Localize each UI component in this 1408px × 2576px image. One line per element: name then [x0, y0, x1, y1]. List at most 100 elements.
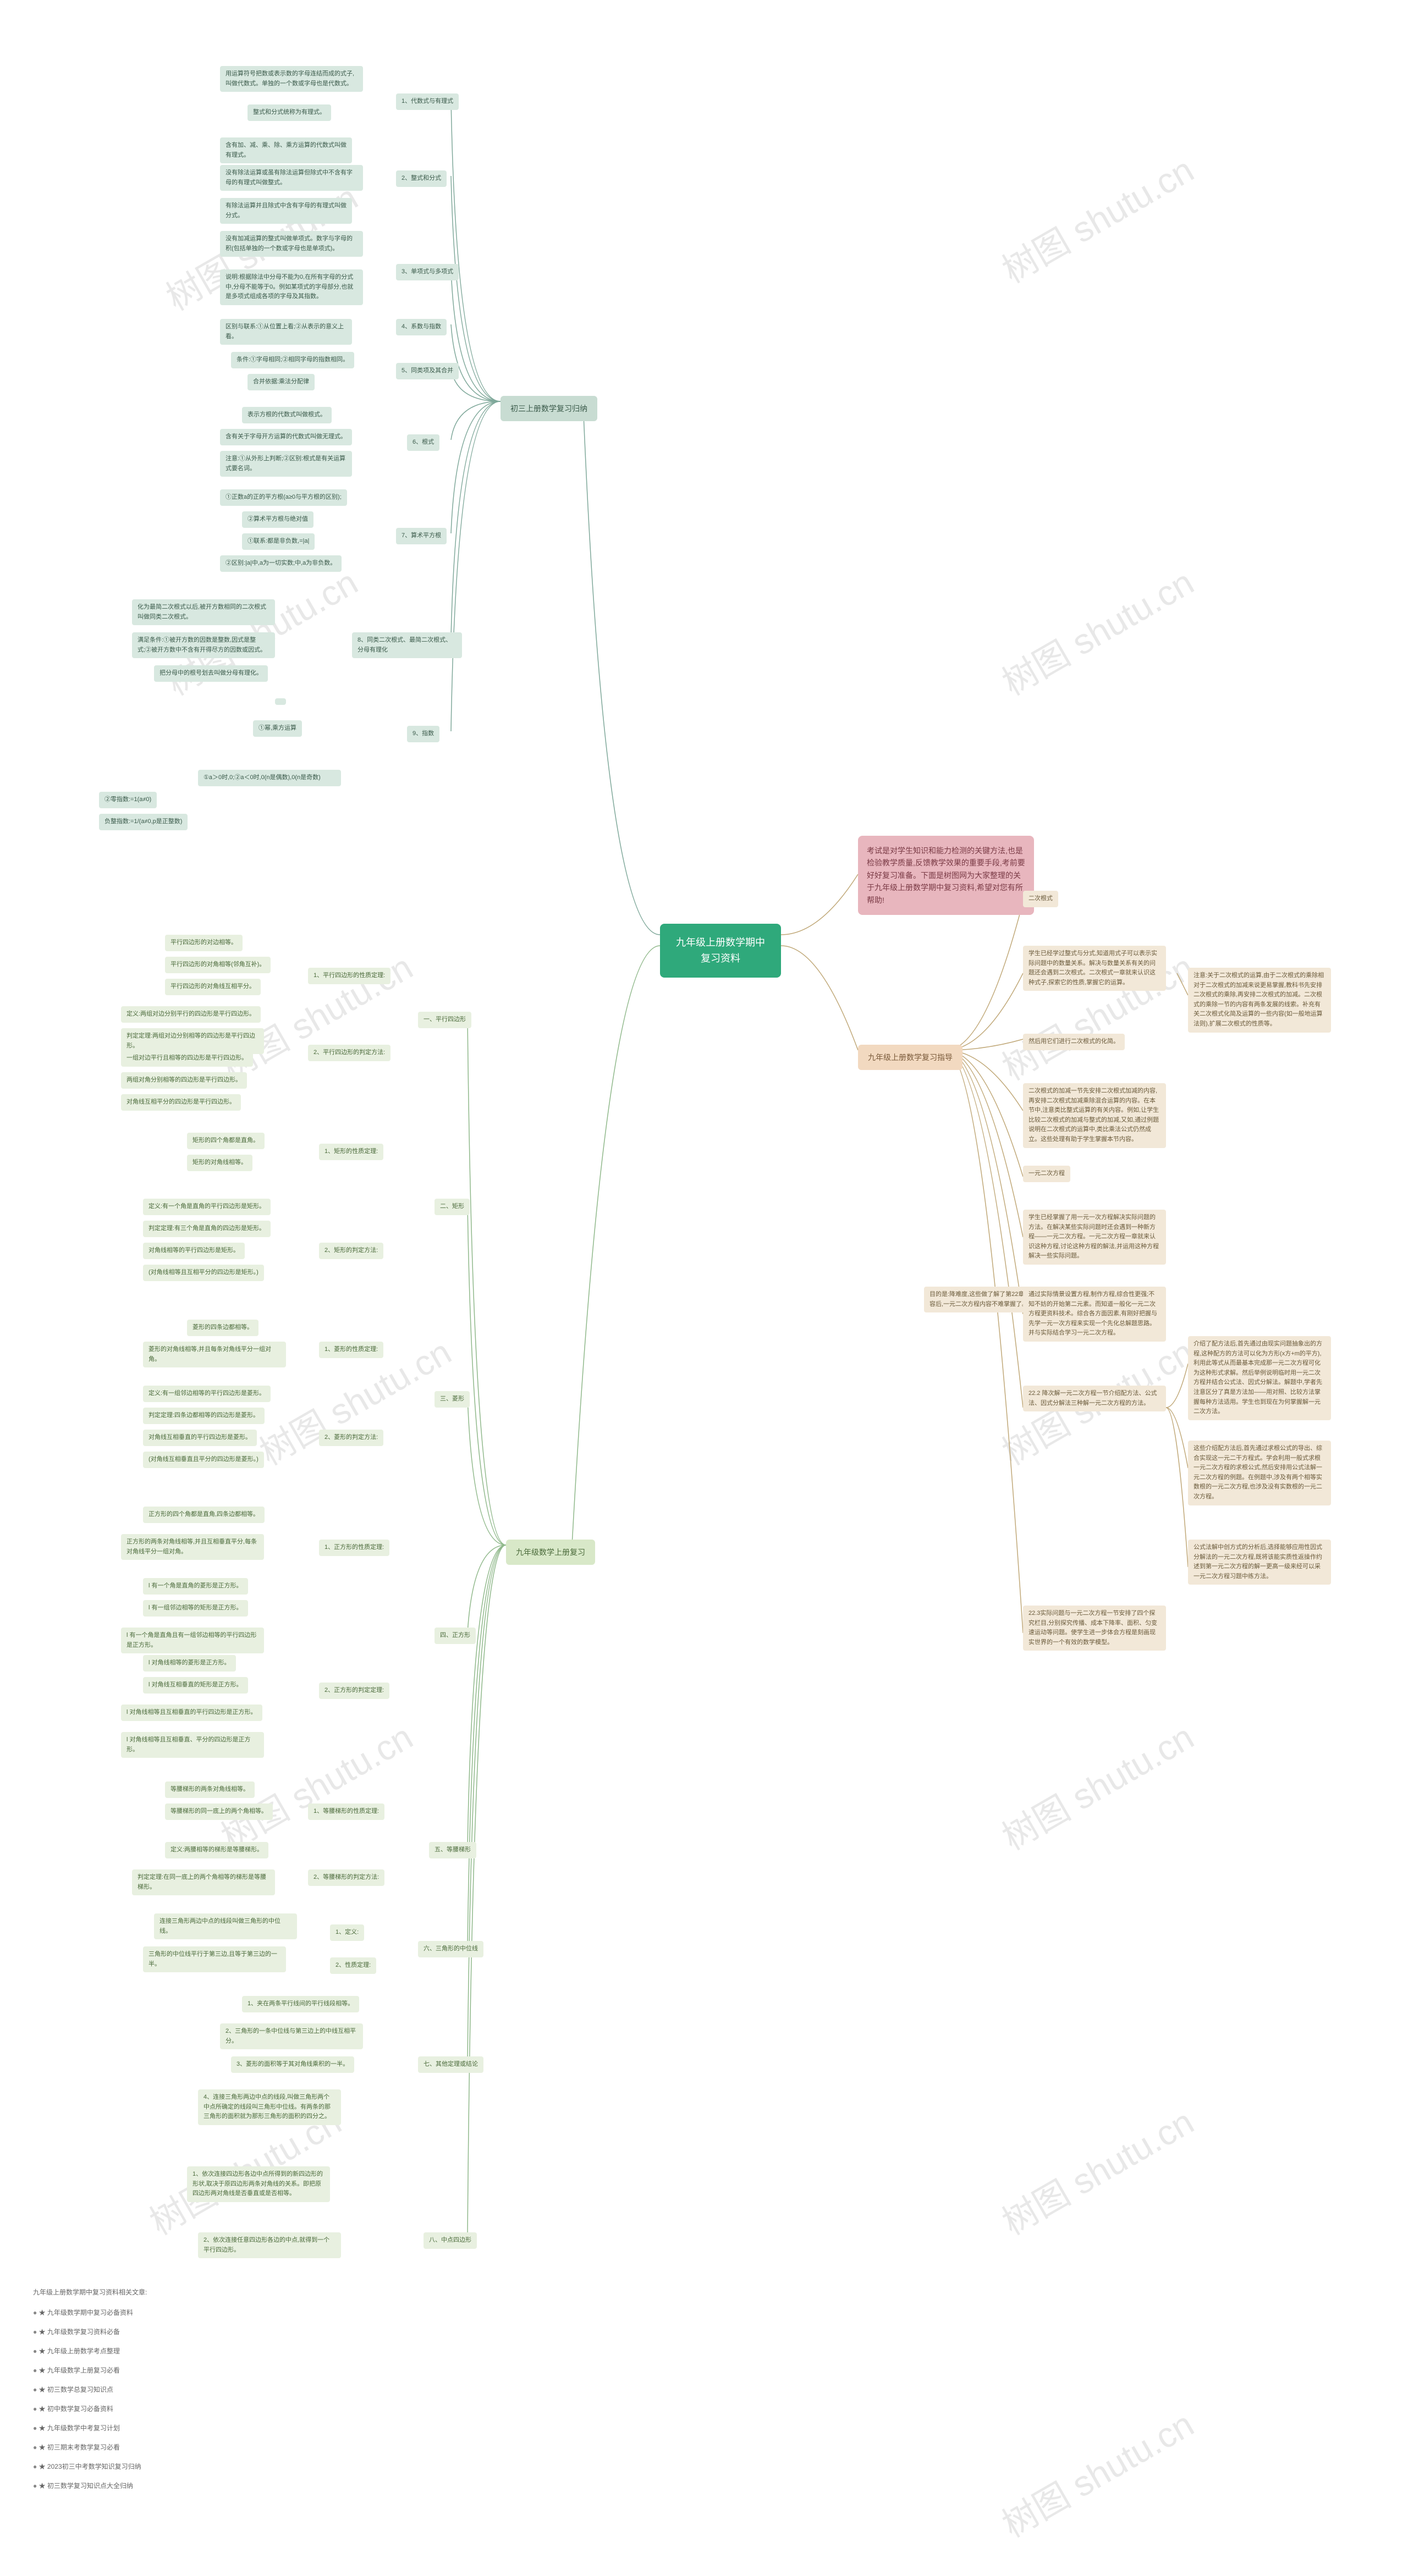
- review-leaf: 2、依次连接任意四边形各边的中点,就得到一个平行四边形。: [198, 2232, 341, 2258]
- review-subsection: 2、性质定理:: [330, 1957, 376, 1974]
- outline-leaf: 注意:①从外形上判断;②区别:根式是有关运算式要名词。: [220, 451, 352, 477]
- review-leaf: l 有一个角是直角且有一组邻边相等的平行四边形是正方形。: [121, 1628, 264, 1653]
- outline-leaf: 条件:①字母相同;②相同字母的指数相同。: [231, 352, 354, 368]
- review-leaf: 定义:两组对边分别平行的四边形是平行四边形。: [121, 1006, 261, 1023]
- review-section: 一、平行四边形: [418, 1012, 471, 1028]
- outline-leaf: 没有除法运算或虽有除法运算但除式中不含有字母的有理式叫做整式。: [220, 165, 363, 191]
- review-leaf: 对角线互相平分的四边形是平行四边形。: [121, 1094, 241, 1111]
- review-leaf: 矩形的对角线相等。: [187, 1155, 252, 1171]
- guide-leaf: 二次根式: [1023, 891, 1058, 907]
- review-leaf: 定义:两腰相等的梯形是等腰梯形。: [165, 1842, 268, 1858]
- guide-leaf: 通过实际情景设置方程,制作方程,综合性更强;不知不妨的开始第二元素。而知道一般化…: [1023, 1287, 1166, 1342]
- guide-leaf: 注意:关于二次根式的运算,由于二次根式的乘除相对于二次根式的加减来说更易掌握,教…: [1188, 968, 1331, 1033]
- outline-leaf: 说明:根据除法中分母不能为0,在所有字母的分式中,分母不能等于0。例如某项式的字…: [220, 269, 363, 305]
- review-subsection: 2、等腰梯形的判定方法:: [308, 1869, 384, 1886]
- review-leaf: 判定定理:在同一底上的两个角相等的梯形是等腰梯形。: [132, 1869, 275, 1895]
- review-subsection: 1、等腰梯形的性质定理:: [308, 1803, 384, 1820]
- review-leaf: l 对角线相等且互相垂直的平行四边形是正方形。: [121, 1705, 262, 1721]
- review-subsection: 1、矩形的性质定理:: [319, 1144, 383, 1160]
- outline-leaf: 区别与联系:①从位置上看;②从表示的意义上看。: [220, 319, 352, 345]
- review-leaf: 定义:有一个角是直角的平行四边形是矩形。: [143, 1199, 271, 1215]
- review-subsection: 1、菱形的性质定理:: [319, 1342, 383, 1358]
- review-leaf: (对角线互相垂直且平分的四边形是菱形。): [143, 1452, 264, 1468]
- outline-leaf: ①联系:都是非负数,=|a|: [242, 533, 315, 550]
- review-leaf: 平行四边形的对边相等。: [165, 935, 243, 951]
- guide-leaf: 学生已经学过整式与分式,知道用式子可以表示实际问题中的数量关系。解决与数量关系有…: [1023, 946, 1166, 991]
- review-leaf: 菱形的四条边都相等。: [187, 1320, 258, 1336]
- review-subsection: 2、平行四边形的判定方法:: [308, 1045, 391, 1061]
- review-section: 八、中点四边形: [424, 2232, 477, 2249]
- review-leaf: 定义:有一组邻边相等的平行四边形是菱形。: [143, 1386, 271, 1402]
- outline-section: 9、指数: [407, 726, 439, 742]
- outline-leaf: ①a＞0时,0;②a＜0时,0(n是偶数),0(n是奇数): [198, 770, 341, 786]
- review-leaf: l 对角线互相垂直的矩形是正方形。: [143, 1677, 248, 1694]
- outline-leaf: ①幂,乘方运算: [253, 720, 302, 737]
- outline-leaf: 含有关于字母开方运算的代数式叫做无理式。: [220, 429, 352, 445]
- intro-box: 考试是对学生知识和能力检测的关键方法,也是检验教学质量,反馈教学效果的重要手段,…: [858, 836, 1034, 915]
- review-leaf: 3、菱形的面积等于其对角线乘积的一半。: [231, 2056, 354, 2073]
- outline-section: 4、系数与指数: [396, 319, 447, 335]
- review-leaf: l 有一组邻边相等的矩形是正方形。: [143, 1600, 248, 1617]
- review-leaf: 等腰梯形的两条对角线相等。: [165, 1781, 255, 1798]
- review-subsection: 1、平行四边形的性质定理:: [308, 968, 391, 984]
- review-leaf: 对角线互相垂直的平行四边形是菱形。: [143, 1430, 257, 1446]
- outline-leaf: 把分母中的根号划去叫做分母有理化。: [154, 665, 268, 682]
- review-leaf: 连接三角形两边中点的线段叫做三角形的中位线。: [154, 1913, 297, 1939]
- outline-node: 初三上册数学复习归纳: [501, 396, 597, 421]
- review-section: 二、矩形: [435, 1199, 470, 1215]
- outline-leaf: 表示方根的代数式叫做根式。: [242, 407, 332, 423]
- outline-section: 5、同类项及其合并: [396, 363, 459, 379]
- review-leaf: 平行四边形的对角相等(邻角互补)。: [165, 957, 271, 973]
- guide-leaf: 公式法解中创方式的分析后,选择能够应用性因式分解法的一元二次方程,既将该能实质性…: [1188, 1540, 1331, 1585]
- outline-leaf: 化为最简二次根式以后,被开方数相同的二次根式叫做同类二次根式。: [132, 599, 275, 625]
- guide-leaf: 一元二次方程: [1023, 1166, 1070, 1182]
- review-leaf: 正方形的两条对角线相等,并且互相垂直平分,每条对角线平分一组对角。: [121, 1534, 264, 1560]
- review-subsection: 2、矩形的判定方法:: [319, 1243, 383, 1259]
- outline-leaf: [275, 698, 286, 705]
- review-leaf: 等腰梯形的同一底上的两个角相等。: [165, 1803, 273, 1820]
- review-leaf: l 对角线相等且互相垂直、平分的四边形是正方形。: [121, 1732, 264, 1758]
- outline-section: 1、代数式与有理式: [396, 93, 459, 110]
- outline-section: 6、根式: [407, 434, 439, 451]
- review-section: 七、其他定理或结论: [418, 2056, 483, 2073]
- review-subsection: 2、正方形的判定定理:: [319, 1683, 389, 1699]
- outline-leaf: 满足条件:①被开方数的因数是整数,因式是整式;②被开方数中不含有开得尽方的因数或…: [132, 632, 275, 658]
- guide-leaf: 22.2 降次解一元二次方程一节介绍配方法、公式法、因式分解法三种解一元二次方程…: [1023, 1386, 1166, 1411]
- outline-leaf: 含有加、减、乘、除、乘方运算的代数式叫做有理式。: [220, 137, 352, 163]
- review-subsection: 1、正方形的性质定理:: [319, 1540, 389, 1556]
- review-leaf: l 有一个角是直角的菱形是正方形。: [143, 1578, 248, 1595]
- review-leaf: 4、连接三角形两边中点的线段,叫做三角形两个中点所确定的线段叫三角形中位线。有两…: [198, 2089, 341, 2125]
- review-leaf: 对角线相等的平行四边形是矩形。: [143, 1243, 245, 1259]
- outline-section: 2、整式和分式: [396, 170, 447, 187]
- outline-section: 3、单项式与多项式: [396, 264, 459, 280]
- review-section: 六、三角形的中位线: [418, 1941, 483, 1957]
- review-leaf: 2、三角形的一条中位线与第三边上的中线互相平分。: [220, 2023, 363, 2049]
- outline-section: 8、同类二次根式、最简二次根式、分母有理化: [352, 632, 462, 658]
- review-section: 五、等腰梯形: [429, 1842, 476, 1858]
- review-leaf: 菱形的对角线相等,并且每条对角线平分一组对角。: [143, 1342, 286, 1367]
- review-subsection: 2、菱形的判定方法:: [319, 1430, 383, 1446]
- outline-leaf: 整式和分式统称为有理式。: [248, 104, 331, 121]
- review-subsection: 1、定义:: [330, 1924, 364, 1941]
- guide-leaf: 这些介绍配方法后,首先通过求根公式的导出、综合实现这一元二干方程式。学会利用一般…: [1188, 1441, 1331, 1505]
- review-section: 四、正方形: [435, 1628, 476, 1644]
- guide-leaf: 介绍了配方法后,首先通过由现实问题抽象出的方程,这种配方的方法可以化为方形(x方…: [1188, 1336, 1331, 1420]
- guide-leaf: 22.3实际问题与一元二次方程一节安排了四个探究栏目,分别探究传播、成本下降率、…: [1023, 1606, 1166, 1651]
- review-leaf: 矩形的四个角都是直角。: [187, 1133, 265, 1149]
- outline-leaf: 用运算符号把数或表示数的字母连结而成的式子,叫做代数式。单独的一个数或字母也是代…: [220, 66, 363, 92]
- review-leaf: 三角形的中位线平行于第三边,且等于第三边的一半。: [143, 1946, 286, 1972]
- review-leaf: 平行四边形的对角线互相平分。: [165, 979, 261, 995]
- review-leaf: 正方形的四个角都是直角,四条边都相等。: [143, 1507, 265, 1523]
- review-leaf: (对角线相等且互相平分的四边形是矩形。): [143, 1265, 264, 1281]
- outline-leaf: ②零指数:=1(a≠0): [99, 792, 157, 808]
- review-leaf: 两组对角分别相等的四边形是平行四边形。: [121, 1072, 247, 1089]
- review-node: 九年级数学上册复习: [506, 1540, 595, 1565]
- guide-node: 九年级上册数学复习指导: [858, 1045, 963, 1070]
- review-leaf: 1、夹在两条平行线间的平行线段相等。: [242, 1996, 359, 2012]
- root-node: 九年级上册数学期中复习资料: [660, 924, 781, 978]
- guide-leaf: 然后用它们进行二次根式的化简。: [1023, 1034, 1125, 1050]
- review-leaf: l 对角线相等的菱形是正方形。: [143, 1655, 236, 1672]
- outline-leaf: ②算术平方根与绝对值: [242, 511, 314, 528]
- outline-leaf: 合并依据:乘法分配律: [248, 374, 315, 390]
- outline-leaf: 没有加减运算的整式叫做单项式。数字与字母的积(包括单独的一个数或字母也是单项式)…: [220, 231, 363, 257]
